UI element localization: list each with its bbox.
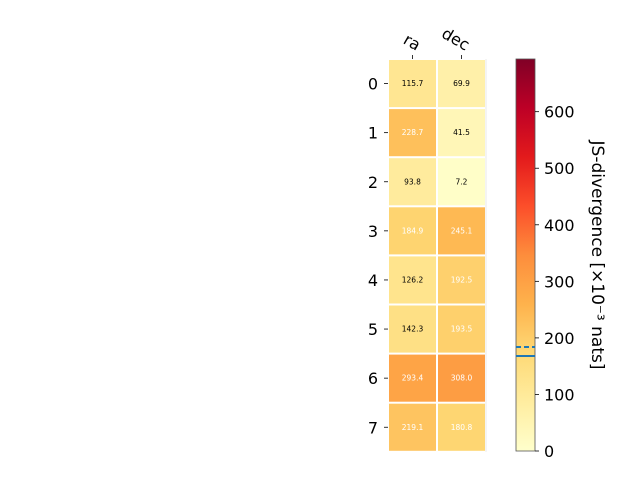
heatmap-cell [438, 403, 485, 451]
colorbar: 0 100 200 300 400 500 600 JS-divergence [×10⁻³… [515, 58, 607, 461]
colorbar-tick-label: 500 [544, 159, 575, 178]
heatmap-cell [389, 109, 436, 157]
colorbar-tick-label: 300 [544, 272, 575, 291]
heatmap-cell [438, 354, 485, 402]
row-label: 2 [368, 173, 378, 192]
colorbar-tick-label: 400 [544, 216, 575, 235]
row-label: 0 [368, 75, 378, 94]
cell-value-label: 41.5 [453, 128, 470, 137]
heatmap-cell [389, 403, 436, 451]
heatmap-cell [389, 60, 436, 108]
column-label: ra [400, 30, 424, 55]
row-label: 4 [368, 271, 378, 290]
heatmap-cells: 115.7 69.9 228.7 41.5 93.8 7.2 184.9 245.1 126.2… [389, 59, 487, 452]
heatmap-cell [438, 158, 485, 206]
cell-value-label: 293.4 [402, 374, 424, 383]
colorbar-tick-label: 600 [544, 103, 575, 122]
cell-value-label: 69.9 [453, 79, 470, 88]
row-label: 6 [368, 369, 378, 388]
cell-value-label: 126.2 [402, 275, 424, 284]
heatmap-cell [438, 207, 485, 255]
colorbar-tick-label: 0 [544, 442, 554, 461]
heatmap-cell [389, 158, 436, 206]
cell-value-label: 142.3 [402, 325, 424, 334]
colorbar-gradient [515, 58, 536, 452]
row-label: 7 [368, 418, 378, 437]
cell-value-label: 219.1 [402, 423, 424, 432]
row-label: 3 [368, 222, 378, 241]
colorbar-tick-label: 200 [544, 329, 575, 348]
row-label: 5 [368, 320, 378, 339]
cell-value-label: 93.8 [404, 177, 421, 186]
heatmap-cell [438, 305, 485, 353]
cell-value-label: 180.8 [451, 423, 473, 432]
cell-value-label: 115.7 [402, 79, 424, 88]
heatmap-cell [389, 256, 436, 304]
colorbar-reference-lines [516, 345, 535, 357]
heatmap-cell [438, 256, 485, 304]
colorbar-tick-label: 100 [544, 385, 575, 404]
row-labels: 0 1 2 3 4 5 6 7 [368, 75, 388, 437]
heatmap-cell [389, 207, 436, 255]
colorbar-label: JS-divergence [×10⁻³ nats] [587, 140, 607, 370]
cell-value-label: 245.1 [451, 226, 473, 235]
heatmap-cell [438, 109, 485, 157]
column-label: dec [439, 24, 473, 55]
heatmap-cell [438, 60, 485, 108]
heatmap-cell [389, 354, 436, 402]
heatmap-cell [389, 305, 436, 353]
row-label: 1 [368, 124, 378, 143]
cell-value-label: 228.7 [402, 128, 424, 137]
cell-value-label: 192.5 [451, 275, 473, 284]
column-labels: ra dec [400, 24, 473, 59]
colorbar-ticks: 0 100 200 300 400 500 600 [535, 103, 575, 461]
cell-value-label: 7.2 [456, 177, 468, 186]
cell-value-label: 184.9 [402, 226, 424, 235]
cell-value-label: 308.0 [451, 374, 473, 383]
cell-value-label: 193.5 [451, 325, 473, 334]
